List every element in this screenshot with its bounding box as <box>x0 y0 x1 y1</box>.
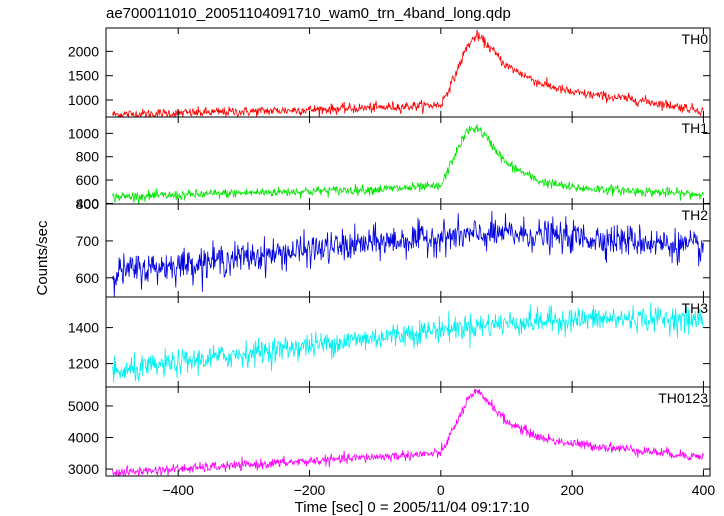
x-tick-label: −200 <box>294 482 326 498</box>
y-tick-label: 800 <box>76 196 100 212</box>
series-line-th0123 <box>112 388 704 476</box>
y-tick-label: 400 <box>76 195 100 211</box>
panel-label: TH0 <box>682 31 709 47</box>
panel-th2: 600 700 800 TH2 <box>76 196 711 298</box>
series-line-th3 <box>112 302 704 383</box>
y-tick-label: 1200 <box>68 356 99 372</box>
y-tick-label: 1000 <box>68 125 99 141</box>
series-line-th2 <box>112 210 704 297</box>
series-line-th0 <box>112 29 704 117</box>
panel-frame <box>105 386 711 477</box>
y-tick-label: 600 <box>76 172 100 188</box>
panel-label: TH1 <box>682 120 709 136</box>
x-tick-label: 0 <box>437 482 445 498</box>
y-tick-label: 1000 <box>68 92 99 108</box>
x-tick-label: 400 <box>692 482 716 498</box>
panel-th1: 400 600 800 1000 TH1 <box>68 116 711 211</box>
x-tick-label: 200 <box>560 482 584 498</box>
y-tick-label: 1400 <box>68 320 99 336</box>
x-axis-label: Time [sec] 0 = 2005/11/04 09:17:10 <box>295 499 530 516</box>
y-tick-label: 800 <box>76 149 100 165</box>
y-tick-label: 5000 <box>68 398 99 414</box>
y-tick-label: 3000 <box>68 461 99 477</box>
panel-label: TH3 <box>682 300 709 316</box>
y-tick-label: 2000 <box>68 43 99 59</box>
y-tick-label: 4000 <box>68 429 99 445</box>
y-tick-label: 1500 <box>68 68 99 84</box>
panel-label: TH0123 <box>658 390 708 406</box>
panel-th0123: 3000 4000 5000 TH0123 <box>68 386 711 477</box>
panel-th0: 1000 1500 2000 TH0 <box>68 27 711 118</box>
y-tick-label: 700 <box>76 233 100 249</box>
y-axis-label: Counts/sec <box>34 220 51 296</box>
panel-frame <box>105 27 711 118</box>
panel-th3: 1200 1400 TH3 <box>68 296 711 388</box>
series-line-th1 <box>112 124 704 204</box>
panel-label: TH2 <box>682 207 709 223</box>
panel-frame <box>105 203 711 298</box>
x-tick-labels: −400 −200 0 200 400 <box>162 482 715 498</box>
panels: 1000 1500 2000 TH0 400 600 800 1000 TH1 600 700 800… <box>68 27 711 477</box>
panel-frame <box>105 296 711 388</box>
y-tick-label: 600 <box>76 270 100 286</box>
chart-title: ae700011010_20051104091710_wam0_trn_4ban… <box>106 5 511 22</box>
x-tick-label: −400 <box>162 482 194 498</box>
